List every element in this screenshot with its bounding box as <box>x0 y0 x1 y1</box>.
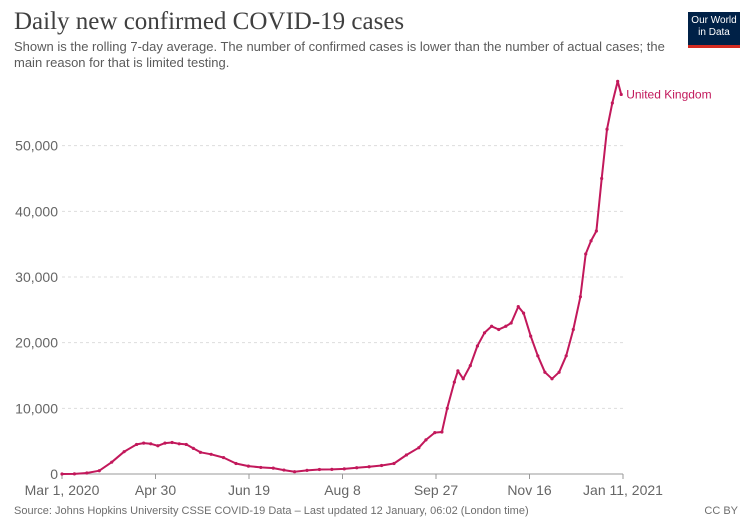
series-point <box>417 446 421 450</box>
series-point <box>122 450 126 454</box>
series-point <box>605 127 609 131</box>
series-point <box>497 327 501 332</box>
series-point <box>134 442 139 447</box>
series-point <box>452 380 456 384</box>
series-point <box>292 470 297 474</box>
series-point <box>85 471 89 475</box>
series-point <box>490 324 494 328</box>
series-point <box>516 304 520 309</box>
series-point <box>209 452 213 456</box>
series-point <box>342 467 346 471</box>
series-point <box>246 464 251 468</box>
license-label[interactable]: CC BY <box>704 505 738 517</box>
series-point <box>156 444 160 448</box>
y-tick-label: 50,000 <box>15 138 58 154</box>
series-point <box>367 465 371 469</box>
series-point <box>198 450 203 454</box>
owid-logo[interactable]: Our World in Data <box>688 12 740 48</box>
series-point <box>282 468 286 472</box>
series-point <box>557 370 561 374</box>
series-point <box>445 406 449 410</box>
series-point <box>475 344 480 348</box>
series-point <box>584 252 588 256</box>
series-point <box>616 79 620 83</box>
series-point <box>330 467 334 472</box>
series-line <box>61 80 623 475</box>
series-point <box>600 176 604 181</box>
x-tick-label: Apr 30 <box>135 482 176 498</box>
x-tick-label: Jan 11, 2021 <box>583 482 663 498</box>
logo-line-2: in Data <box>698 27 730 38</box>
series-point <box>221 455 226 460</box>
series-point <box>440 430 444 434</box>
y-tick-label: 40,000 <box>15 203 58 219</box>
x-tick-label: Sep 27 <box>414 482 459 498</box>
series-point <box>404 453 409 457</box>
series-point <box>550 377 554 381</box>
x-tick-label: Mar 1, 2020 <box>25 482 100 498</box>
series-point <box>110 460 114 464</box>
series-point <box>355 466 359 470</box>
series-point <box>424 438 428 442</box>
series-point <box>543 370 547 374</box>
logo-line-1: Our World <box>691 15 737 26</box>
source-note: Source: Johns Hopkins University CSSE CO… <box>14 505 529 517</box>
series-point <box>536 354 540 358</box>
series-point <box>433 431 437 435</box>
series-label: United Kingdom <box>626 87 711 101</box>
series-point <box>149 442 153 446</box>
series-point <box>529 334 533 338</box>
series-point <box>392 461 396 466</box>
series-point <box>72 472 77 476</box>
series-point <box>504 324 508 328</box>
x-tick-label: Aug 8 <box>324 482 361 498</box>
series-point <box>271 466 275 470</box>
series-point <box>163 441 167 445</box>
x-tick-label: Jun 19 <box>228 482 270 498</box>
y-tick-label: 20,000 <box>15 335 58 351</box>
y-tick-label: 10,000 <box>15 400 58 416</box>
series-point <box>184 442 188 447</box>
series-point <box>509 321 513 325</box>
series-point <box>619 92 623 97</box>
series-point <box>610 101 614 105</box>
series-point <box>456 369 460 373</box>
series-point <box>60 472 64 476</box>
series-point <box>234 461 238 466</box>
chart-title: Daily new confirmed COVID-19 cases <box>14 8 405 35</box>
x-tick-label: Nov 16 <box>507 482 552 498</box>
series-point <box>170 440 174 445</box>
series-point <box>259 465 263 470</box>
series-point <box>317 467 322 472</box>
series-point <box>564 354 568 358</box>
series-point <box>177 442 181 446</box>
y-tick-label: 0 <box>50 466 58 482</box>
series-point <box>482 331 487 335</box>
series-point <box>594 229 598 233</box>
series-point <box>142 441 146 445</box>
series-point <box>578 295 582 299</box>
chart-subtitle: Shown is the rolling 7-day average. The … <box>14 39 665 70</box>
series-point <box>521 311 526 315</box>
series-point <box>461 377 465 381</box>
series-point <box>589 239 593 243</box>
series-point <box>191 446 195 450</box>
y-tick-label: 30,000 <box>15 269 58 285</box>
series-point <box>379 463 384 468</box>
series-point <box>305 468 309 472</box>
series-point <box>571 327 575 332</box>
series-point <box>97 469 101 473</box>
series-point <box>468 364 472 368</box>
